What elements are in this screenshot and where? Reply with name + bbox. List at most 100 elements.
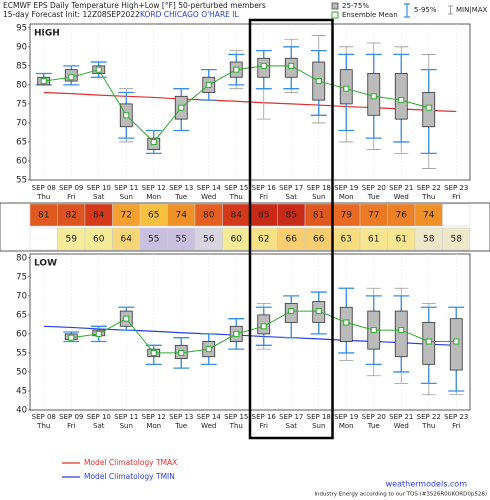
panel-label: HIGH [34, 29, 60, 39]
mean-marker [315, 308, 322, 315]
x-tick-label: SEP 20 [362, 184, 386, 192]
y-tick-label: 80 [16, 253, 27, 263]
y-tick-label: 70 [16, 118, 27, 128]
table-value: 65 [148, 211, 159, 221]
minmax-caps [421, 303, 436, 396]
table-value: 58 [451, 235, 463, 245]
box [394, 73, 408, 120]
table-value: 59 [66, 235, 78, 245]
x-weekday: Wed [394, 422, 409, 430]
x-weekday: Tue [174, 193, 187, 201]
minmax-caps [394, 46, 409, 154]
climatology-legend: Model Climatology TMAX [84, 458, 177, 467]
x-tick-label: SEP 22 [417, 413, 441, 421]
table-value: 72 [121, 211, 132, 221]
table-value: 64 [121, 235, 133, 245]
mean-marker [425, 104, 432, 111]
mean-marker [370, 93, 377, 100]
x-weekday: Thu [421, 422, 435, 430]
table-value: 66 [313, 235, 325, 245]
minmax-caps [311, 35, 326, 124]
legend-minmax: MIN|MAX [456, 6, 488, 14]
y-tick-label: 95 [16, 23, 27, 33]
table-frame [0, 202, 490, 252]
table-value: 85 [258, 211, 269, 221]
weekend-frame [248, 18, 334, 440]
mean-marker [150, 138, 157, 145]
x-weekday: Thu [229, 193, 243, 201]
y-tick-label: 90 [16, 42, 27, 52]
x-weekday: Mon [146, 193, 161, 201]
x-weekday: Sat [93, 422, 105, 430]
legend-minmax-icon [448, 5, 453, 15]
legend-box-icon [331, 2, 339, 10]
x-tick-label: SEP 12 [142, 184, 166, 192]
x-tick-label: SEP 15 [224, 184, 248, 192]
table-value: 77 [368, 211, 379, 221]
mean-marker [178, 349, 185, 356]
table-cell [442, 203, 471, 227]
table-value: 61 [396, 235, 407, 245]
x-weekday: Wed [394, 193, 409, 201]
title: ECMWF EPS Daily Temperature High+Low [°F… [3, 1, 266, 10]
y-tick-label: 80 [16, 80, 27, 90]
x-tick-label: SEP 08 [32, 413, 56, 421]
x-tick-label: SEP 09 [59, 184, 83, 192]
x-weekday: Sun [120, 193, 133, 201]
x-tick-label: SEP 19 [334, 184, 358, 192]
x-tick-label: SEP 21 [389, 413, 413, 421]
x-tick-label: SEP 10 [87, 413, 111, 421]
mean-marker [178, 104, 185, 111]
x-weekday: Thu [421, 193, 435, 201]
x-weekday: Tue [174, 422, 187, 430]
legend-mean: Ensemble Mean [342, 11, 398, 19]
x-weekday: Sat [286, 422, 298, 430]
mean-marker [288, 308, 295, 315]
minmax-caps [366, 287, 381, 377]
mean-marker [343, 319, 350, 326]
x-weekday: Sat [286, 193, 298, 201]
minmax-caps [119, 88, 134, 143]
x-weekday: Sat [93, 193, 105, 201]
mean-marker [40, 78, 47, 85]
minmax-caps [339, 46, 354, 143]
minmax-caps [229, 50, 244, 90]
table-value: 58 [423, 235, 435, 245]
table-value: 74 [423, 211, 435, 221]
x-tick-label: SEP 21 [389, 184, 413, 192]
x-weekday: Fri [452, 422, 460, 430]
table-value: 63 [341, 235, 352, 245]
x-tick-label: SEP 18 [307, 184, 331, 192]
y-tick-label: 65 [16, 310, 27, 320]
table-value: 60 [231, 235, 243, 245]
init: 15-day Forecast Init: 12Z08SEP2022 [3, 10, 140, 19]
y-tick-label: 50 [16, 367, 27, 377]
mean-marker [398, 327, 405, 334]
minmax-caps [421, 54, 436, 169]
x-tick-label: SEP 11 [114, 184, 138, 192]
y-tick-label: 55 [16, 348, 27, 358]
mean-marker [205, 346, 212, 353]
mean-marker [398, 97, 405, 104]
x-weekday: Thu [36, 193, 50, 201]
footer-note: Industry Energy according to our TOS (#3… [314, 492, 487, 498]
y-tick-label: 85 [16, 61, 27, 71]
x-weekday: Fri [260, 422, 268, 430]
y-tick-label: 75 [16, 272, 27, 282]
x-weekday: Sun [120, 422, 133, 430]
mean-marker [260, 323, 267, 330]
table-value: 61 [368, 235, 379, 245]
x-weekday: Fri [67, 422, 75, 430]
box [394, 310, 408, 358]
table-value: 84 [231, 211, 243, 221]
x-tick-label: SEP 22 [417, 184, 441, 192]
mean-marker [205, 81, 212, 88]
mean-marker [233, 330, 240, 337]
mean-marker [233, 66, 240, 73]
mean-marker [425, 338, 432, 345]
table-value: 62 [258, 235, 269, 245]
y-tick-label: 60 [16, 329, 27, 339]
x-tick-label: SEP 14 [197, 184, 222, 192]
x-tick-label: SEP 20 [362, 413, 386, 421]
